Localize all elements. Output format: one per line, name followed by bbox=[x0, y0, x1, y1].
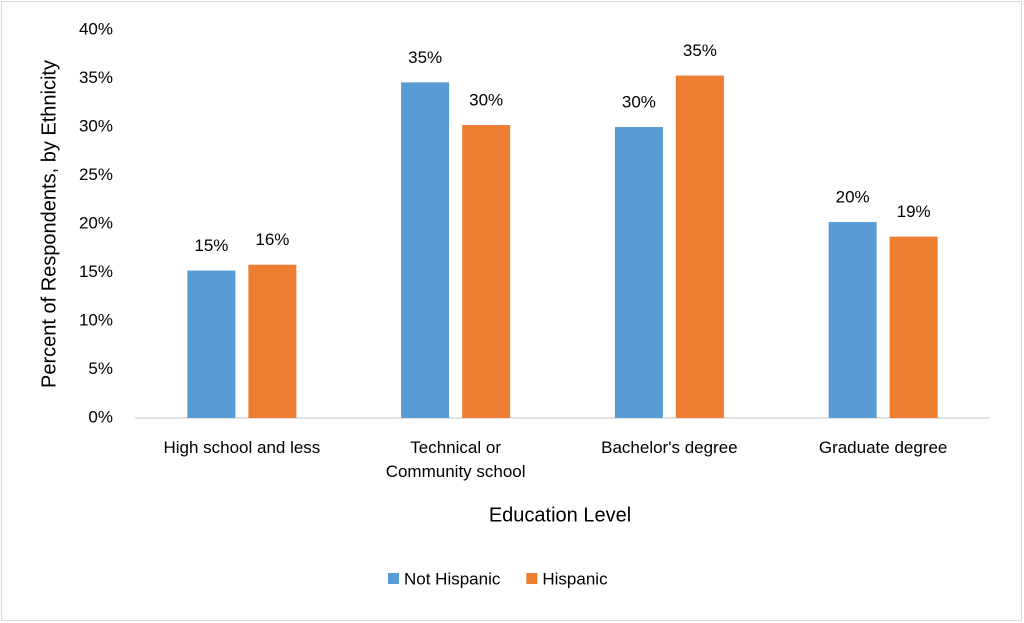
legend-label: Hispanic bbox=[542, 569, 608, 588]
data-label: 20% bbox=[836, 188, 870, 207]
y-tick-label: 25% bbox=[79, 165, 113, 184]
y-tick-label: 5% bbox=[88, 359, 113, 378]
x-tick-label: High school and less bbox=[163, 438, 321, 457]
y-tick-label: 15% bbox=[79, 262, 113, 281]
data-label: 35% bbox=[683, 41, 717, 60]
bar bbox=[187, 270, 236, 418]
y-tick-label: 30% bbox=[79, 116, 113, 135]
bar bbox=[889, 236, 938, 418]
bar bbox=[614, 127, 663, 418]
data-label: 30% bbox=[469, 91, 503, 110]
bar bbox=[462, 125, 511, 418]
data-label: 30% bbox=[622, 92, 656, 111]
bar bbox=[675, 75, 724, 418]
y-tick-label: 40% bbox=[79, 19, 113, 38]
legend-label: Not Hispanic bbox=[404, 569, 501, 588]
data-label: 16% bbox=[255, 230, 289, 249]
bar bbox=[248, 264, 297, 418]
x-axis-title: Education Level bbox=[489, 504, 631, 526]
y-axis-title: Percent of Respondents, by Ethnicity bbox=[38, 60, 60, 388]
x-tick-label: Graduate degree bbox=[818, 438, 948, 457]
legend-swatch bbox=[526, 573, 538, 584]
y-tick-label: 20% bbox=[79, 213, 113, 232]
y-tick-label: 35% bbox=[79, 68, 113, 87]
y-tick-label: 0% bbox=[88, 407, 113, 426]
x-tick-label: Technical or Community school bbox=[385, 438, 526, 481]
x-tick-label: Bachelor's degree bbox=[601, 438, 738, 457]
data-label: 35% bbox=[408, 48, 442, 67]
y-tick-label: 10% bbox=[79, 310, 113, 329]
bar bbox=[828, 222, 877, 418]
bar bbox=[401, 82, 450, 418]
data-label: 19% bbox=[897, 202, 931, 221]
legend-swatch bbox=[388, 573, 399, 584]
data-label: 15% bbox=[194, 236, 228, 255]
